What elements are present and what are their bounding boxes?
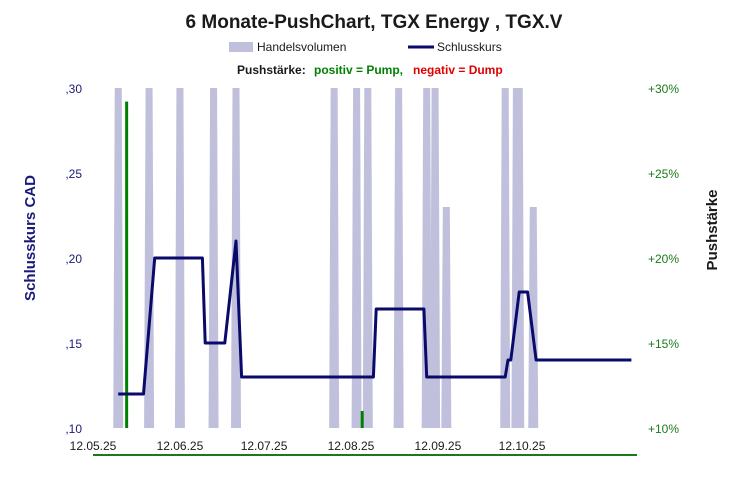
y-left-tick-label: ,20 (65, 252, 82, 266)
push-series (125, 101, 364, 428)
y-right-tick-label: +15% (648, 337, 679, 351)
legend-volume-label: Handelsvolumen (257, 40, 346, 54)
y-right-tick-label: +25% (648, 167, 679, 181)
volume-bar (329, 88, 340, 428)
volume-bar (113, 88, 124, 428)
y-right-axis-title: Pushstärke (704, 190, 721, 271)
y-left-tick-label: ,10 (65, 422, 82, 436)
volume-bar (514, 88, 525, 428)
push-bar (360, 411, 364, 428)
push-note-positive: positiv = Pump, (314, 63, 403, 77)
x-tick-label: 12.05.25 (70, 439, 117, 453)
y-right-tick-label: +10% (648, 422, 679, 436)
volume-bar (528, 207, 539, 428)
push-note-negative: negativ = Dump (413, 63, 503, 77)
volume-bar (362, 88, 373, 428)
y-left-tick-label: ,15 (65, 337, 82, 351)
y-left-tick-label: ,25 (65, 167, 82, 181)
x-tick-label: 12.10.25 (499, 439, 546, 453)
volume-bar (393, 88, 404, 428)
y-left-axis-title: Schlusskurs CAD (22, 175, 39, 301)
x-tick-label: 12.06.25 (157, 439, 204, 453)
volume-bar (351, 88, 362, 428)
push-note-prefix: Pushstärke: (237, 63, 306, 77)
y-right-tick-label: +30% (648, 82, 679, 96)
volume-bar (208, 88, 219, 428)
volume-bar (441, 207, 452, 428)
x-tick-label: 12.07.25 (241, 439, 288, 453)
push-bar (125, 101, 129, 428)
y-right-tick-label: +20% (648, 252, 679, 266)
y-left-ticks: ,30 ,25 ,20 ,15 ,10 (65, 82, 82, 436)
volume-bar (500, 88, 511, 428)
y-right-ticks: +30% +25% +20% +15% +10% (648, 82, 679, 436)
x-tick-label: 12.09.25 (415, 439, 462, 453)
volume-bar (430, 88, 441, 428)
x-ticks: 12.05.25 12.06.25 12.07.25 12.08.25 12.09.25… (70, 439, 546, 453)
y-left-tick-label: ,30 (65, 82, 82, 96)
volume-series (113, 88, 539, 428)
close-price-line (118, 239, 632, 396)
chart-title: 6 Monate-PushChart, TGX Energy , TGX.V (186, 12, 563, 33)
x-tick-label: 12.08.25 (328, 439, 375, 453)
legend-close-label: Schlusskurs (437, 40, 502, 54)
close-series (118, 239, 632, 396)
legend-volume-swatch (229, 42, 253, 52)
